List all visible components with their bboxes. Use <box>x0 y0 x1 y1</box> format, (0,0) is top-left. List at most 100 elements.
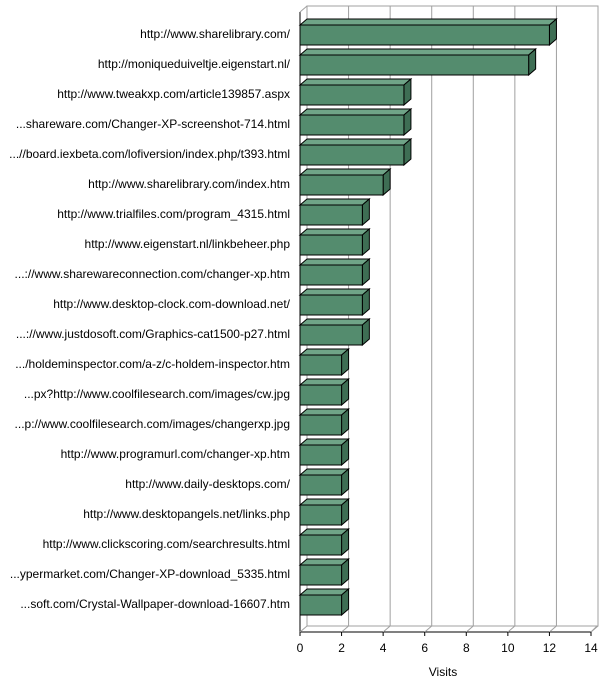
x-tick-label: 4 <box>380 641 387 655</box>
category-label: ...soft.com/Crystal-Wallpaper-download-1… <box>20 597 290 611</box>
grid-line <box>590 625 599 633</box>
category-labels: http://www.sharelibrary.com/http://moniq… <box>9 27 290 611</box>
category-label: ...px?http://www.coolfilesearch.com/imag… <box>24 387 290 401</box>
bar-front <box>299 234 363 256</box>
bar-front <box>299 474 343 496</box>
bar-front <box>299 504 343 526</box>
bar-front <box>299 354 343 376</box>
x-axis-title: Visits <box>429 665 457 679</box>
bar-front <box>299 24 550 46</box>
category-label: http://www.programurl.com/changer-xp.htm <box>61 447 290 461</box>
bar-top <box>298 438 350 446</box>
category-label: http://www.eigenstart.nl/linkbeheer.php <box>85 237 291 251</box>
category-label: ...//board.iexbeta.com/lofiversion/index… <box>9 147 290 161</box>
bar <box>298 317 371 347</box>
bar-top <box>298 528 350 536</box>
bar-front <box>299 444 343 466</box>
grid-line <box>424 625 433 633</box>
bar-front <box>299 324 363 346</box>
depth-line <box>299 5 308 13</box>
bar-front <box>299 594 343 616</box>
bar-top <box>298 78 413 86</box>
bar <box>298 137 413 167</box>
bar-front <box>299 114 405 136</box>
bar <box>298 197 371 227</box>
category-label: http://www.clickscoring.com/searchresult… <box>43 537 290 551</box>
x-tick-label: 0 <box>297 641 304 655</box>
x-tick-label: 14 <box>584 641 598 655</box>
bar-top <box>298 558 350 566</box>
bar <box>298 377 350 407</box>
grid-line <box>382 625 391 633</box>
category-label: http://www.sharelibrary.com/index.htm <box>88 177 290 191</box>
bar-top <box>298 228 371 236</box>
bar-front <box>299 144 405 166</box>
bar <box>298 227 371 257</box>
bar-front <box>299 534 343 556</box>
bar-top <box>298 378 350 386</box>
bar-front <box>299 174 384 196</box>
bar <box>298 557 350 587</box>
bar-front <box>299 414 343 436</box>
category-label: ...://www.sharewareconnection.com/change… <box>15 267 290 281</box>
bar <box>298 77 413 107</box>
category-label: http://www.sharelibrary.com/ <box>140 27 290 41</box>
bar-front <box>299 204 363 226</box>
bar-top <box>298 318 371 326</box>
grid-line <box>341 625 349 633</box>
category-label: ...ypermarket.com/Changer-XP-download_53… <box>10 567 290 581</box>
grid-line <box>465 625 474 633</box>
bar <box>298 287 371 317</box>
bar-front <box>299 54 530 76</box>
bar-front <box>299 294 363 316</box>
bar <box>298 107 413 137</box>
bar-top <box>298 468 350 476</box>
bar <box>298 17 558 47</box>
category-label: ...shareware.com/Changer-XP-screenshot-7… <box>16 117 290 131</box>
bar-top <box>298 258 371 266</box>
category-label: http://www.desktopangels.net/links.php <box>83 507 290 521</box>
bar-top <box>298 348 350 356</box>
bar-front <box>299 384 343 406</box>
bar <box>298 347 350 377</box>
bar <box>298 587 350 617</box>
bar-top <box>298 498 350 506</box>
category-label: http://www.trialfiles.com/program_4315.h… <box>57 207 290 221</box>
bar <box>298 257 371 287</box>
grid-line <box>507 625 516 633</box>
category-label: http://www.tweakxp.com/article139857.asp… <box>57 87 290 101</box>
category-label: .../holdeminspector.com/a-z/c-holdem-ins… <box>15 357 290 371</box>
category-label: http://www.daily-desktops.com/ <box>125 477 290 491</box>
bar-top <box>298 588 350 596</box>
bar-front <box>299 84 405 106</box>
bar-front <box>299 264 363 286</box>
bar-top <box>298 288 371 296</box>
bar-top <box>298 108 413 116</box>
bar <box>298 407 350 437</box>
x-axis-ticks: 0 2 4 6 8 10 12 14 <box>297 632 598 655</box>
bar-front <box>299 564 343 586</box>
bar <box>298 437 350 467</box>
bar-top <box>298 168 392 176</box>
category-label: http://moniqueduiveltje.eigenstart.nl/ <box>98 57 291 71</box>
bar-top <box>298 18 558 26</box>
bars <box>298 17 558 617</box>
depth-line <box>299 625 308 633</box>
category-label: ...://www.justdosoft.com/Graphics-cat150… <box>16 327 290 341</box>
category-label: http://www.desktop-clock.com-download.ne… <box>53 297 290 311</box>
bar <box>298 47 537 77</box>
bar-top <box>298 198 371 206</box>
bar-top <box>298 408 350 416</box>
bar <box>298 167 392 197</box>
x-tick-label: 8 <box>463 641 470 655</box>
bar-top <box>298 138 413 146</box>
bar <box>298 497 350 527</box>
grid-line <box>549 625 557 633</box>
bar <box>298 467 350 497</box>
x-tick-label: 10 <box>501 641 515 655</box>
category-label: ...p://www.coolfilesearch.com/images/cha… <box>15 417 290 431</box>
x-tick-label: 12 <box>543 641 557 655</box>
bar-top <box>298 48 537 56</box>
x-tick-label: 6 <box>421 641 428 655</box>
